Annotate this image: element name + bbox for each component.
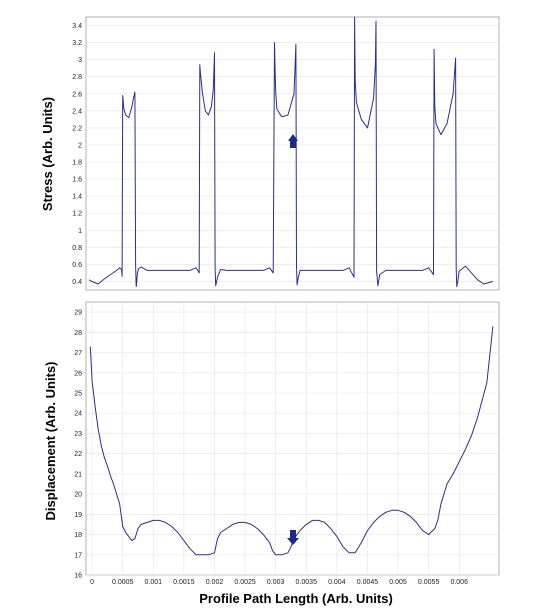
stress-y-axis-title: Stress (Arb. Units)	[40, 97, 55, 211]
displacement-x-tick-label: 0.001	[145, 579, 163, 586]
up-arrow-marker	[288, 134, 298, 148]
displacement-x-tick-label: 0.0055	[418, 579, 440, 586]
stress-y-ticks: 0.4 0.6 0.8 1 1.2 1.4 1.6 1.8 2 2.2 2.4 2.6 2.8 3 3.2 3…	[72, 23, 82, 286]
displacement-panel: 16 17 18 19 20 21 22 23 24 25 26 27 28 29 0 0.0005 0.00…	[43, 301, 500, 606]
stress-y-tick-label: 2.8	[72, 74, 82, 81]
stress-y-tick-label: 2	[78, 142, 82, 149]
stress-plot-frame	[85, 16, 500, 291]
displacement-x-tick-label: 0.006	[450, 579, 468, 586]
stress-y-tick-label: 2.4	[72, 108, 82, 115]
displacement-x-tick-label: 0.0015	[173, 579, 195, 586]
x-axis-title: Profile Path Length (Arb. Units)	[199, 591, 393, 606]
displacement-y-tick-label: 29	[74, 310, 82, 317]
stress-y-tick-label: 1.4	[72, 194, 82, 201]
down-arrow-marker	[287, 530, 299, 545]
displacement-y-tick-label: 20	[74, 492, 82, 499]
displacement-x-tick-label: 0.005	[389, 579, 407, 586]
displacement-y-tick-label: 22	[74, 451, 82, 458]
displacement-x-tick-label: 0.003	[267, 579, 285, 586]
displacement-x-tick-label: 0.0005	[112, 579, 134, 586]
stress-y-tick-label: 2.6	[72, 91, 82, 98]
displacement-x-tick-label: 0	[90, 579, 94, 586]
displacement-y-tick-label: 23	[74, 431, 82, 438]
displacement-y-tick-label: 21	[74, 471, 82, 478]
stress-y-tick-label: 0.8	[72, 245, 82, 252]
stress-series-line	[88, 16, 494, 288]
displacement-x-tick-label: 0.0035	[296, 579, 318, 586]
stress-y-tick-label: 0.4	[72, 279, 82, 286]
displacement-y-tick-label: 16	[74, 573, 82, 580]
displacement-y-axis-title: Displacement (Arb. Units)	[43, 362, 58, 521]
displacement-y-tick-label: 25	[74, 391, 82, 398]
displacement-y-tick-label: 19	[74, 512, 82, 519]
displacement-x-tick-label: 0.0045	[357, 579, 379, 586]
displacement-y-tick-label: 27	[74, 350, 82, 357]
stress-y-tick-label: 1.2	[72, 211, 82, 218]
displacement-y-tick-label: 17	[74, 552, 82, 559]
stress-y-tick-label: 3.2	[72, 40, 82, 47]
displacement-y-tick-label: 18	[74, 532, 82, 539]
stress-y-tick-label: 0.6	[72, 262, 82, 269]
stress-grid	[86, 25, 499, 282]
displacement-series-line	[89, 326, 494, 556]
displacement-grid	[86, 302, 499, 576]
stress-panel: 0.4 0.6 0.8 1 1.2 1.4 1.6 1.8 2 2.2 2.4 2.6 2.8 3 3.2 3…	[40, 16, 500, 291]
displacement-y-ticks: 16 17 18 19 20 21 22 23 24 25 26 27 28 29	[74, 310, 82, 580]
displacement-x-tick-label: 0.002	[206, 579, 224, 586]
stress-y-tick-label: 3.4	[72, 23, 82, 30]
displacement-y-tick-label: 28	[74, 330, 82, 337]
stress-y-tick-label: 1.6	[72, 177, 82, 184]
displacement-y-tick-label: 24	[74, 411, 82, 418]
displacement-x-ticks: 0 0.0005 0.001 0.0015 0.002 0.0025 0.003 0.0035…	[90, 579, 468, 586]
stress-y-tick-label: 2.2	[72, 125, 82, 132]
stress-y-tick-label: 1	[78, 228, 82, 235]
stress-y-tick-label: 1.8	[72, 160, 82, 167]
displacement-x-tick-label: 0.004	[328, 579, 346, 586]
displacement-x-tick-label: 0.0025	[234, 579, 256, 586]
displacement-y-tick-label: 26	[74, 370, 82, 377]
stress-y-tick-label: 3	[78, 57, 82, 64]
